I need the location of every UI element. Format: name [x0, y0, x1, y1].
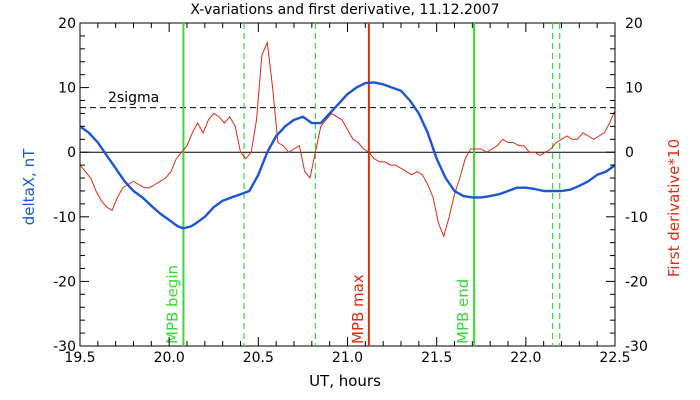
y-tick-label-left-4: 10 — [58, 81, 76, 97]
x-axis-label: UT, hours — [309, 372, 381, 390]
sigma-label: 2sigma — [108, 90, 159, 106]
x-tick-label-0: 19.5 — [64, 350, 95, 366]
y-tick-label-left-2: -10 — [53, 210, 76, 226]
y-tick-label-right-5: 20 — [625, 16, 643, 32]
x-tick-label-4: 21.5 — [421, 350, 452, 366]
x-tick-label-5: 22.0 — [510, 350, 541, 366]
y-tick-label-left-0: -30 — [53, 339, 76, 355]
y-tick-label-right-2: -10 — [625, 210, 648, 226]
y-tick-label-left-5: 20 — [58, 16, 76, 32]
chart-title: X-variations and first derivative, 11.12… — [190, 2, 499, 18]
y-tick-label-left-3: 0 — [67, 145, 76, 161]
plot-area: MPB begin MPB max MPB end — [79, 22, 616, 347]
plot-frame — [79, 22, 616, 347]
y-axis-label-right: First derivative*10 — [665, 139, 683, 277]
y-tick-label-left-1: -20 — [53, 274, 76, 290]
marker-label-3: MPB max — [349, 274, 367, 344]
series-line-deltax — [79, 81, 616, 230]
y-axis-label-left: deltaX, nT — [20, 148, 38, 225]
marker-label-4: MPB end — [454, 279, 472, 344]
x-tick-label-6: 22.5 — [599, 350, 630, 366]
series-lines — [79, 40, 616, 238]
vertical-markers: MPB begin MPB max MPB end — [163, 23, 561, 346]
y-tick-label-right-0: -30 — [625, 339, 648, 355]
x-tick-label-3: 21.0 — [332, 350, 363, 366]
series-line-derivative — [79, 40, 616, 238]
axes: 19.5 20.0 20.5 21.0 21.5 22.0 22.5-30-20-10010… — [53, 16, 648, 366]
x-tick-label-1: 20.0 — [154, 350, 185, 366]
y-tick-label-right-4: 10 — [625, 81, 643, 97]
reference-lines — [80, 107, 615, 153]
marker-label-0: MPB begin — [163, 265, 181, 344]
x-tick-label-2: 20.5 — [243, 350, 274, 366]
y-tick-label-right-1: -20 — [625, 274, 648, 290]
y-tick-label-right-3: 0 — [625, 145, 634, 161]
